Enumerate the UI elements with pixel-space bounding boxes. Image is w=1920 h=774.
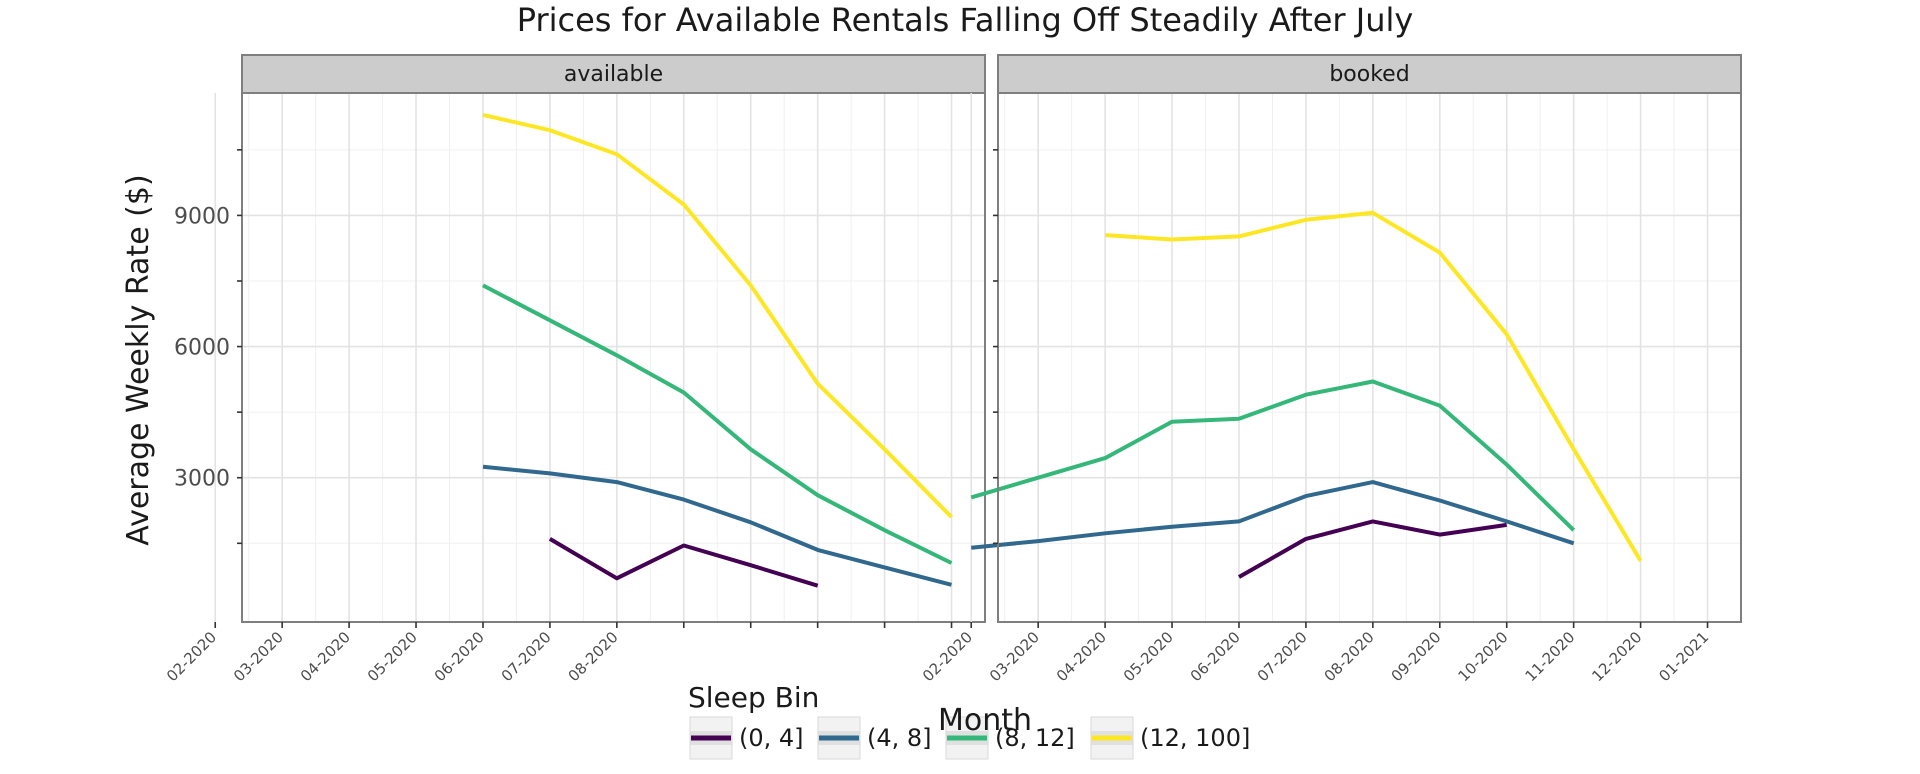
series-line-booked-0 xyxy=(1238,519,1507,579)
legend-item: (12, 100] xyxy=(1090,716,1250,760)
facet-panel-booked: booked 02-2020 03-2020 04-2020 05-2020 06-202… xyxy=(919,54,1742,685)
y-tick-label: 6000 xyxy=(174,336,230,361)
x-tick-label: 04-2020 xyxy=(297,628,354,685)
x-tick-label: 09-2020 xyxy=(1388,628,1445,685)
legend-label: (12, 100] xyxy=(1140,724,1250,752)
x-tick-label: 05-2020 xyxy=(364,628,421,685)
series-line-available-2 xyxy=(482,283,953,565)
series-line-booked-2 xyxy=(970,379,1576,532)
x-tick-label: 08-2020 xyxy=(1321,628,1378,685)
legend-label: (0, 4] xyxy=(739,724,804,752)
x-tick-label: 11-2020 xyxy=(1521,628,1578,685)
x-tick-label: 02-2020 xyxy=(163,628,220,685)
facet-strip-label: available xyxy=(564,62,663,87)
legend-title: Sleep Bin xyxy=(688,681,819,714)
x-tick-label: 06-2020 xyxy=(1187,628,1244,685)
y-axis-label: Average Weekly Rate ($) xyxy=(121,174,156,545)
x-tick-label: 07-2020 xyxy=(498,628,555,685)
y-tick-label: 9000 xyxy=(174,204,230,229)
chart-title: Prices for Available Rentals Falling Off… xyxy=(517,1,1414,39)
series-line-available-0 xyxy=(548,537,819,588)
panel-border xyxy=(241,92,986,623)
legend-item: (8, 12] xyxy=(945,716,1075,760)
x-tick-label: 12-2020 xyxy=(1588,628,1645,685)
legend-item: (0, 4] xyxy=(689,716,804,760)
x-tick-label: 06-2020 xyxy=(431,628,488,685)
x-tick-label: 01-2021 xyxy=(1655,628,1712,685)
x-tick-label: 03-2020 xyxy=(230,628,287,685)
panel-border xyxy=(997,92,1742,623)
facet-strip-label: booked xyxy=(1329,62,1409,87)
facet-strip xyxy=(997,54,1742,94)
x-tick-label: 07-2020 xyxy=(1254,628,1311,685)
legend-item: (4, 8] xyxy=(817,716,932,760)
plot-background xyxy=(998,93,1741,622)
series-line-available-1 xyxy=(482,464,953,587)
plot-background xyxy=(242,93,985,622)
x-tick-label: 04-2020 xyxy=(1053,628,1110,685)
series-line-available-3 xyxy=(482,112,953,519)
series-line-booked-1 xyxy=(971,480,1575,550)
x-tick-label: 02-2020 xyxy=(919,628,976,685)
series-line-booked-3 xyxy=(1104,210,1643,562)
x-tick-label: 10-2020 xyxy=(1454,628,1511,685)
legend-label: (4, 8] xyxy=(867,724,932,752)
x-tick-label: 03-2020 xyxy=(986,628,1043,685)
x-tick-label: 05-2020 xyxy=(1120,628,1177,685)
legend-label: (8, 12] xyxy=(995,724,1075,752)
x-axis-label: Month xyxy=(938,703,1032,738)
facet-strip xyxy=(241,54,986,94)
y-tick-label: 3000 xyxy=(174,467,230,492)
x-tick-label: 08-2020 xyxy=(565,628,622,685)
